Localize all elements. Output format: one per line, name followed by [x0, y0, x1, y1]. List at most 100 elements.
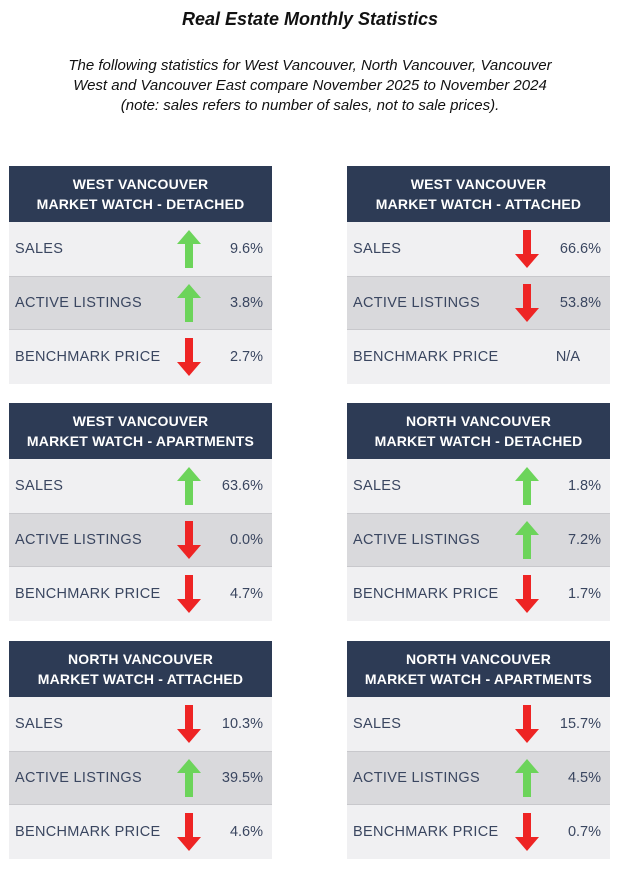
arrow-down-icon: [515, 705, 539, 743]
stat-value: 0.7%: [567, 824, 601, 840]
card-header-line2: MARKET WATCH - ATTACHED: [375, 196, 582, 212]
stat-value: 4.6%: [229, 824, 263, 840]
stat-row: ACTIVE LISTINGS 53.8%: [347, 276, 610, 330]
arrow-up-icon: [515, 759, 539, 797]
card-header-line2: MARKET WATCH - ATTACHED: [37, 671, 244, 687]
stat-label: SALES: [15, 241, 64, 257]
stat-value: 0.0%: [229, 532, 263, 548]
card-header: WEST VANCOUVER MARKET WATCH - DETACHED: [9, 166, 272, 222]
stat-row: BENCHMARK PRICE N/A: [347, 330, 610, 384]
stat-label: SALES: [353, 241, 402, 257]
stat-value: 4.5%: [567, 770, 601, 786]
stat-row: ACTIVE LISTINGS 4.5%: [347, 751, 610, 805]
arrow-down-icon: [177, 521, 201, 559]
card-header: NORTH VANCOUVER MARKET WATCH - APARTMENTS: [347, 641, 610, 697]
market-watch-card: NORTH VANCOUVER MARKET WATCH - ATTACHED SA…: [9, 641, 272, 859]
card-header: WEST VANCOUVER MARKET WATCH - APARTMENTS: [9, 403, 272, 459]
stat-value: 3.8%: [229, 295, 263, 311]
arrow-up-icon: [177, 284, 201, 322]
page-subtitle: The following statistics for West Vancou…: [30, 56, 590, 116]
page-title: Real Estate Monthly Statistics: [181, 9, 439, 29]
stat-row: ACTIVE LISTINGS 39.5%: [9, 751, 272, 805]
stat-row: SALES 63.6%: [9, 459, 272, 513]
stat-value: 2.7%: [229, 349, 263, 365]
arrow-up-icon: [177, 467, 201, 505]
stat-value: 63.6%: [221, 478, 263, 494]
market-watch-card: NORTH VANCOUVER MARKET WATCH - APARTMENTS…: [347, 641, 610, 859]
card-header-line2: MARKET WATCH - DETACHED: [36, 196, 245, 212]
subtitle-line: (note: sales refers to number of sales, …: [120, 97, 500, 114]
stat-value: 39.5%: [221, 770, 263, 786]
card-header-line1: WEST VANCOUVER: [72, 176, 209, 192]
market-watch-card: NORTH VANCOUVER MARKET WATCH - DETACHED SA…: [347, 403, 610, 621]
stat-value: 1.8%: [567, 478, 601, 494]
stat-value: 15.7%: [559, 716, 601, 732]
arrow-down-icon: [177, 575, 201, 613]
stat-label: ACTIVE LISTINGS: [15, 532, 142, 548]
card-header: NORTH VANCOUVER MARKET WATCH - ATTACHED: [9, 641, 272, 697]
arrow-down-icon: [515, 284, 539, 322]
card-header-line1: NORTH VANCOUVER: [67, 651, 214, 667]
stat-label: BENCHMARK PRICE: [15, 824, 161, 840]
arrow-down-icon: [515, 813, 539, 851]
subtitle-line: West and Vancouver East compare November…: [73, 77, 547, 94]
arrow-down-icon: [177, 705, 201, 743]
stat-value: 10.3%: [221, 716, 263, 732]
card-header-line2: MARKET WATCH - APARTMENTS: [26, 433, 255, 449]
arrow-down-icon: [515, 575, 539, 613]
arrow-up-icon: [515, 467, 539, 505]
card-header: WEST VANCOUVER MARKET WATCH - ATTACHED: [347, 166, 610, 222]
market-watch-card: WEST VANCOUVER MARKET WATCH - APARTMENTS S…: [9, 403, 272, 621]
arrow-up-icon: [177, 759, 201, 797]
arrow-down-icon: [177, 338, 201, 376]
stat-label: BENCHMARK PRICE: [15, 586, 161, 602]
stat-row: SALES 66.6%: [347, 222, 610, 276]
stat-row: BENCHMARK PRICE 4.7%: [9, 567, 272, 621]
stat-label: SALES: [15, 716, 64, 732]
stat-value: 66.6%: [559, 241, 601, 257]
stat-row: ACTIVE LISTINGS 0.0%: [9, 513, 272, 567]
stat-row: BENCHMARK PRICE 2.7%: [9, 330, 272, 384]
stat-label: ACTIVE LISTINGS: [353, 532, 480, 548]
stat-row: SALES 15.7%: [347, 697, 610, 751]
card-header-line2: MARKET WATCH - DETACHED: [374, 433, 583, 449]
stat-row: ACTIVE LISTINGS 7.2%: [347, 513, 610, 567]
stat-row: SALES 1.8%: [347, 459, 610, 513]
stat-label: SALES: [15, 478, 64, 494]
arrow-up-icon: [177, 230, 201, 268]
stat-value: N/A: [555, 349, 580, 365]
stat-label: ACTIVE LISTINGS: [353, 770, 480, 786]
stat-value: 53.8%: [559, 295, 601, 311]
stat-label: BENCHMARK PRICE: [353, 349, 499, 365]
card-header-line2: MARKET WATCH - APARTMENTS: [364, 671, 593, 687]
card-header-line1: WEST VANCOUVER: [410, 176, 547, 192]
card-header-line1: NORTH VANCOUVER: [405, 651, 552, 667]
stat-row: SALES 9.6%: [9, 222, 272, 276]
stat-value: 9.6%: [229, 241, 263, 257]
stat-label: SALES: [353, 478, 402, 494]
card-header-line1: WEST VANCOUVER: [72, 413, 209, 429]
stat-label: BENCHMARK PRICE: [353, 586, 499, 602]
arrow-down-icon: [515, 230, 539, 268]
stat-row: BENCHMARK PRICE 0.7%: [347, 805, 610, 859]
stat-row: SALES 10.3%: [9, 697, 272, 751]
stat-value: 7.2%: [567, 532, 601, 548]
stat-value: 4.7%: [229, 586, 263, 602]
stat-row: BENCHMARK PRICE 4.6%: [9, 805, 272, 859]
stat-label: SALES: [353, 716, 402, 732]
stat-label: ACTIVE LISTINGS: [15, 295, 142, 311]
stat-row: ACTIVE LISTINGS 3.8%: [9, 276, 272, 330]
stat-value: 1.7%: [567, 586, 601, 602]
arrow-down-icon: [177, 813, 201, 851]
card-header: NORTH VANCOUVER MARKET WATCH - DETACHED: [347, 403, 610, 459]
arrow-up-icon: [515, 521, 539, 559]
subtitle-line: The following statistics for West Vancou…: [68, 57, 552, 74]
market-watch-card: WEST VANCOUVER MARKET WATCH - DETACHED SAL…: [9, 166, 272, 384]
stat-label: BENCHMARK PRICE: [353, 824, 499, 840]
stat-label: BENCHMARK PRICE: [15, 349, 161, 365]
card-header-line1: NORTH VANCOUVER: [405, 413, 552, 429]
stat-label: ACTIVE LISTINGS: [353, 295, 480, 311]
market-watch-card: WEST VANCOUVER MARKET WATCH - ATTACHED SAL…: [347, 166, 610, 384]
stat-row: BENCHMARK PRICE 1.7%: [347, 567, 610, 621]
stat-label: ACTIVE LISTINGS: [15, 770, 142, 786]
